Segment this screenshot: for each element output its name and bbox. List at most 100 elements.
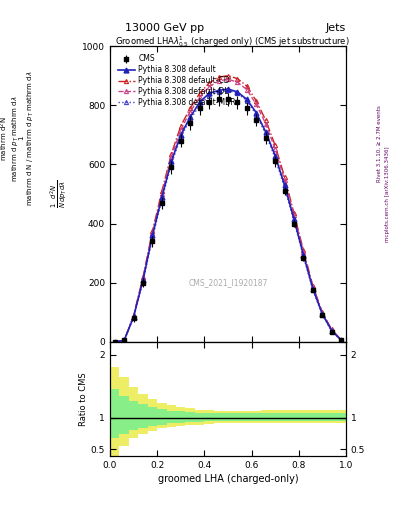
- Text: mcplots.cern.ch [arXiv:1306.3436]: mcplots.cern.ch [arXiv:1306.3436]: [385, 147, 389, 242]
- Pythia 8.308 default: [320, 311, 325, 317]
- Pythia 8.308 default-CD: [282, 174, 287, 180]
- Pythia 8.308 default: [122, 337, 127, 344]
- Pythia 8.308 default: [216, 88, 221, 94]
- Pythia 8.308 default-CD: [339, 337, 343, 343]
- Pythia 8.308 default: [244, 96, 249, 102]
- Pythia 8.308 default-MBR: [131, 314, 136, 321]
- Pythia 8.308 default-CD: [301, 247, 306, 253]
- Pythia 8.308 default: [339, 337, 343, 343]
- Text: mathrm d $p_T$ mathrm d$\lambda$: mathrm d $p_T$ mathrm d$\lambda$: [11, 95, 21, 182]
- Pythia 8.308 default-MBR: [329, 328, 334, 334]
- Pythia 8.308 default: [273, 153, 277, 159]
- Pythia 8.308 default-MBR: [282, 184, 287, 190]
- Pythia 8.308 default-DL: [301, 249, 306, 255]
- Pythia 8.308 default-CD: [178, 123, 183, 129]
- Pythia 8.308 default-MBR: [141, 278, 145, 284]
- Pythia 8.308 default-CD: [207, 80, 211, 86]
- Pythia 8.308 default-MBR: [160, 196, 164, 202]
- Pythia 8.308 default-CD: [141, 274, 145, 280]
- Pythia 8.308 default-CD: [216, 74, 221, 80]
- Text: mathrm d$^2$N: mathrm d$^2$N: [0, 116, 9, 160]
- Pythia 8.308 default-MBR: [226, 88, 230, 94]
- Pythia 8.308 default-CD: [112, 339, 117, 345]
- Pythia 8.308 default: [226, 86, 230, 92]
- Pythia 8.308 default: [188, 114, 193, 120]
- Pythia 8.308 default: [197, 99, 202, 105]
- Pythia 8.308 default-DL: [226, 76, 230, 82]
- Pythia 8.308 default: [292, 216, 296, 222]
- Pythia 8.308 default-MBR: [197, 102, 202, 109]
- Pythia 8.308 default-DL: [141, 275, 145, 282]
- Pythia 8.308 default: [112, 339, 117, 345]
- Pythia 8.308 default-DL: [339, 337, 343, 343]
- Pythia 8.308 default: [310, 286, 315, 292]
- Line: Pythia 8.308 default-CD: Pythia 8.308 default-CD: [113, 74, 343, 344]
- Pythia 8.308 default: [160, 194, 164, 200]
- Pythia 8.308 default-MBR: [216, 89, 221, 95]
- Pythia 8.308 default-DL: [169, 154, 174, 160]
- Text: Jets: Jets: [325, 23, 346, 33]
- Line: Pythia 8.308 default-DL: Pythia 8.308 default-DL: [113, 77, 343, 344]
- Pythia 8.308 default-DL: [244, 87, 249, 93]
- Pythia 8.308 default-CD: [122, 337, 127, 344]
- Pythia 8.308 default-CD: [150, 228, 155, 234]
- Legend: CMS, Pythia 8.308 default, Pythia 8.308 default-CD, Pythia 8.308 default-DL, Pyt: CMS, Pythia 8.308 default, Pythia 8.308 …: [116, 53, 237, 109]
- Pythia 8.308 default-DL: [329, 327, 334, 333]
- Pythia 8.308 default-CD: [310, 283, 315, 289]
- Pythia 8.308 default-DL: [282, 177, 287, 183]
- Pythia 8.308 default-DL: [320, 310, 325, 316]
- Pythia 8.308 default-DL: [131, 313, 136, 319]
- Text: $\frac{1}{N}\frac{d^2N}{dp_T d\lambda}$: $\frac{1}{N}\frac{d^2N}{dp_T d\lambda}$: [48, 180, 68, 208]
- Text: Rivet 3.1.10, ≥ 2.7M events: Rivet 3.1.10, ≥ 2.7M events: [377, 105, 382, 182]
- Pythia 8.308 default-CD: [131, 312, 136, 318]
- Pythia 8.308 default-MBR: [169, 161, 174, 167]
- Pythia 8.308 default: [169, 158, 174, 164]
- Pythia 8.308 default: [282, 182, 287, 188]
- Pythia 8.308 default-CD: [254, 98, 259, 104]
- Pythia 8.308 default: [301, 251, 306, 258]
- Pythia 8.308 default: [263, 129, 268, 135]
- Pythia 8.308 default-DL: [216, 78, 221, 84]
- Pythia 8.308 default-DL: [160, 191, 164, 197]
- Pythia 8.308 default: [207, 90, 211, 96]
- Pythia 8.308 default-MBR: [273, 155, 277, 161]
- Pythia 8.308 default-DL: [207, 84, 211, 90]
- Pythia 8.308 default-CD: [244, 83, 249, 89]
- Pythia 8.308 default-CD: [320, 309, 325, 315]
- Text: Groomed LHA$\lambda^{1}_{0.5}$ (charged only) (CMS jet substructure): Groomed LHA$\lambda^{1}_{0.5}$ (charged …: [115, 34, 349, 49]
- Line: Pythia 8.308 default-MBR: Pythia 8.308 default-MBR: [113, 89, 343, 344]
- Pythia 8.308 default-MBR: [207, 93, 211, 99]
- Text: 13000 GeV pp: 13000 GeV pp: [125, 23, 205, 33]
- Pythia 8.308 default-CD: [329, 327, 334, 333]
- Pythia 8.308 default-CD: [188, 105, 193, 111]
- Pythia 8.308 default-CD: [292, 210, 296, 216]
- Pythia 8.308 default-DL: [235, 79, 240, 85]
- Pythia 8.308 default: [150, 232, 155, 239]
- Pythia 8.308 default-CD: [169, 151, 174, 157]
- Pythia 8.308 default-MBR: [263, 131, 268, 137]
- Pythia 8.308 default-MBR: [301, 253, 306, 259]
- Pythia 8.308 default: [141, 276, 145, 283]
- Pythia 8.308 default-MBR: [122, 337, 127, 344]
- Pythia 8.308 default-DL: [112, 339, 117, 345]
- Pythia 8.308 default-CD: [263, 117, 268, 123]
- Pythia 8.308 default-MBR: [178, 134, 183, 140]
- Pythia 8.308 default-MBR: [244, 97, 249, 103]
- Text: 1
mathrm d N / mathrm d $p_T$ mathrm d$\lambda$: 1 mathrm d N / mathrm d $p_T$ mathrm d$\…: [19, 70, 36, 206]
- Pythia 8.308 default-DL: [178, 126, 183, 133]
- Pythia 8.308 default-DL: [197, 94, 202, 100]
- Pythia 8.308 default: [131, 314, 136, 320]
- Pythia 8.308 default-MBR: [112, 339, 117, 345]
- X-axis label: groomed LHA (charged-only): groomed LHA (charged-only): [158, 474, 298, 484]
- Pythia 8.308 default-MBR: [254, 112, 259, 118]
- Pythia 8.308 default-MBR: [188, 116, 193, 122]
- Pythia 8.308 default: [254, 110, 259, 116]
- Line: Pythia 8.308 default: Pythia 8.308 default: [112, 87, 343, 345]
- Pythia 8.308 default-DL: [263, 120, 268, 126]
- Pythia 8.308 default-CD: [235, 76, 240, 82]
- Pythia 8.308 default-DL: [122, 337, 127, 344]
- Pythia 8.308 default-DL: [273, 145, 277, 152]
- Y-axis label: Ratio to CMS: Ratio to CMS: [79, 372, 88, 425]
- Pythia 8.308 default-MBR: [339, 337, 343, 343]
- Pythia 8.308 default-DL: [188, 109, 193, 115]
